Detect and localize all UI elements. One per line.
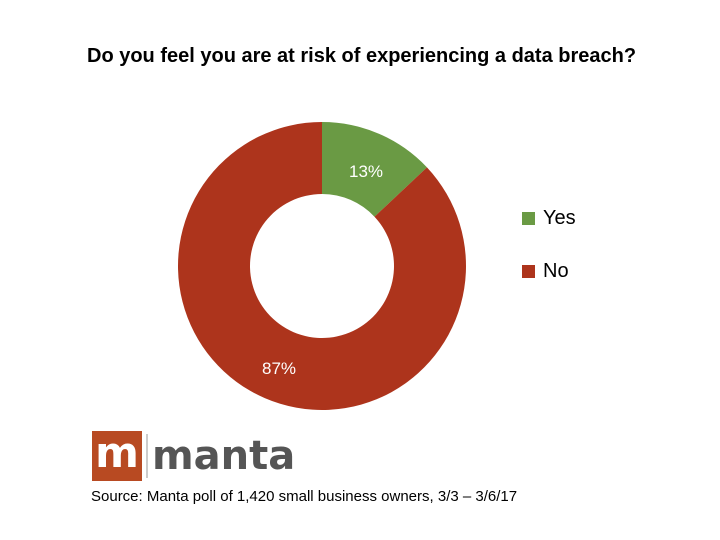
source-note: Source: Manta poll of 1,420 small busine…	[91, 488, 518, 505]
data-label-no: 87%	[262, 359, 296, 378]
slice-no	[177, 122, 466, 410]
manta-logo: m manta	[92, 431, 295, 481]
legend-item-no: No	[522, 258, 576, 284]
legend-label-yes: Yes	[543, 206, 576, 229]
slice-yes	[322, 122, 427, 217]
legend-label-no: No	[543, 259, 569, 282]
legend-item-yes: Yes	[522, 205, 576, 231]
donut-slices	[177, 122, 466, 410]
chart-title: Do you feel you are at risk of experienc…	[87, 45, 637, 67]
logo-mark: m	[92, 431, 142, 481]
logo-divider	[146, 434, 148, 478]
legend-swatch-yes	[522, 211, 535, 225]
legend-swatch-no	[522, 264, 535, 278]
logo-text: manta	[152, 433, 296, 479]
chart-legend: Yes No	[522, 205, 576, 311]
data-label-yes: 13%	[349, 162, 383, 181]
